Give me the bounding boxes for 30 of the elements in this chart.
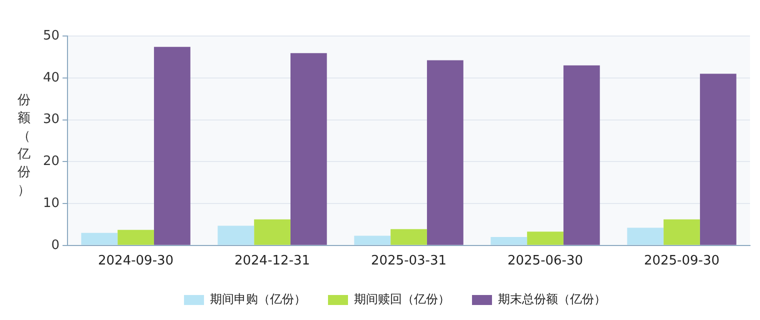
x-tick-label: 2024-12-31 [234, 254, 310, 269]
y-tick-label: 20 [42, 154, 60, 170]
y-tick-label: 40 [42, 70, 60, 86]
bar [426, 60, 464, 245]
legend-label: 期间赎回（亿份） [354, 292, 450, 306]
bar [490, 237, 528, 245]
y-tick-label: 10 [42, 196, 60, 211]
bar [290, 53, 327, 245]
bar [563, 65, 600, 245]
bar [700, 74, 736, 245]
x-tick-label: 2024-09-30 [98, 254, 174, 269]
y-tick-label: 50 [42, 28, 60, 44]
bar [254, 219, 290, 245]
bar [390, 229, 427, 245]
y-axis-title: 份额（亿份） [16, 92, 32, 200]
bar [664, 219, 700, 245]
bar [527, 232, 564, 245]
y-tick-label: 0 [51, 238, 60, 253]
x-tick-label: 2025-09-30 [644, 254, 720, 269]
bar [81, 232, 118, 245]
legend-label: 期间申购（亿份） [210, 292, 306, 306]
legend-label: 期末总份额（亿份） [498, 292, 606, 306]
bar [154, 46, 190, 245]
bar [354, 236, 391, 245]
y-tick-label: 30 [42, 112, 60, 128]
x-tick-label: 2025-06-30 [507, 254, 584, 269]
bar [627, 228, 664, 245]
bar [118, 230, 154, 245]
x-tick-label: 2025-03-31 [370, 254, 447, 269]
bar [218, 226, 254, 245]
